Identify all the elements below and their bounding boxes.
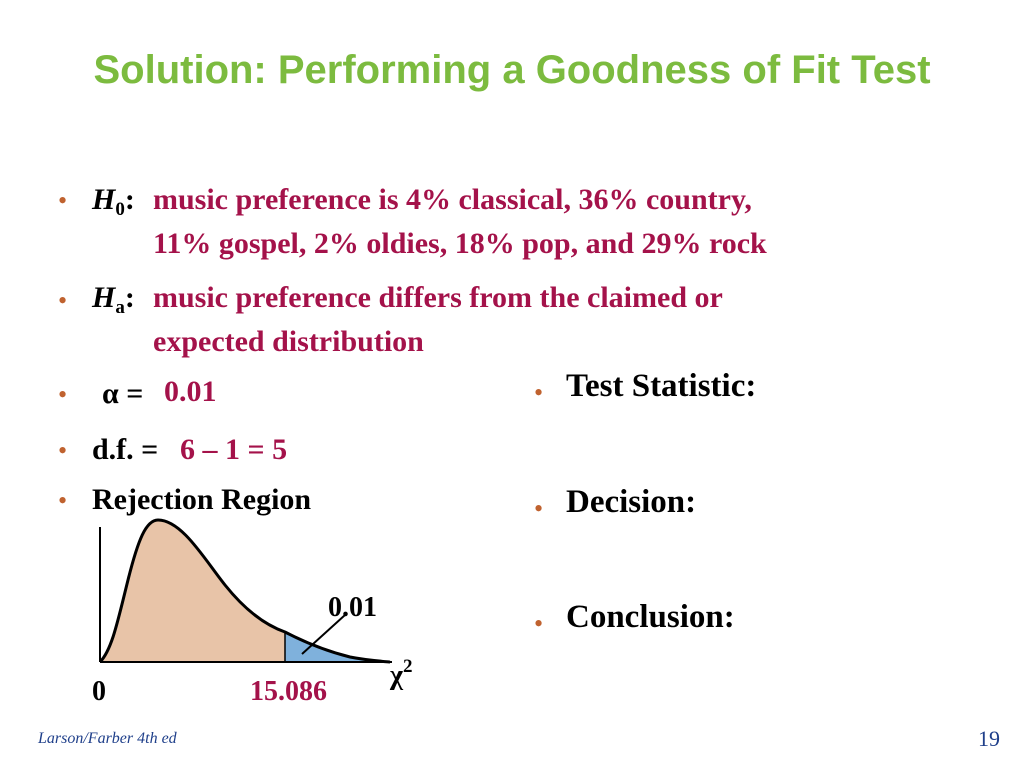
df-value: 6 – 1 = 5: [180, 433, 288, 466]
ha-text-line2: expected distribution: [153, 325, 424, 358]
acceptance-area: [100, 520, 285, 662]
bullet-decision: •: [534, 494, 544, 523]
ha-colon: :: [124, 281, 135, 314]
footer-source: Larson/Farber 4th ed: [38, 730, 177, 747]
alt-hypothesis: Ha:: [92, 276, 135, 320]
bullet-rejection: •: [58, 486, 68, 515]
tail-area-label: 0.01: [328, 592, 377, 623]
bullet-h0: •: [58, 186, 68, 215]
tail-pointer-line: [301, 614, 346, 655]
page-number: 19: [978, 726, 1000, 751]
rejection-region-label: Rejection Region: [92, 483, 312, 516]
ha-text-line1: music preference differs from the claime…: [153, 281, 723, 314]
df-label: d.f. =: [92, 433, 159, 466]
ha-subscript: a: [115, 297, 125, 318]
origin-label: 0: [92, 676, 106, 707]
alpha-value: 0.01: [164, 375, 217, 408]
alpha-label: α =: [102, 377, 144, 410]
rejection-area: [285, 632, 390, 662]
h0-text-line2: 11% gospel, 2% oldies, 18% pop, and 29% …: [153, 227, 767, 260]
distribution-curve: [98, 518, 391, 664]
decision-label: Decision:: [566, 484, 697, 520]
ha-symbol: H: [92, 281, 116, 314]
chi-square-axis-label: χ2: [390, 657, 412, 692]
critical-value-label: 15.086: [250, 676, 327, 707]
h0-text-line1: music preference is 4% classical, 36% co…: [153, 183, 752, 216]
null-hypothesis: H0:: [92, 178, 135, 222]
conclusion-label: Conclusion:: [566, 599, 735, 635]
bullet-conclusion: •: [534, 609, 544, 638]
test-statistic-label: Test Statistic:: [566, 368, 757, 404]
chi-superscript: 2: [402, 656, 413, 677]
h0-subscript: 0: [115, 199, 125, 220]
bullet-ha: •: [58, 286, 68, 315]
h0-symbol: H: [92, 183, 116, 216]
bullet-df: •: [58, 436, 68, 465]
h0-colon: :: [124, 183, 135, 216]
bullet-test-statistic: •: [534, 378, 544, 407]
chi-symbol: χ: [390, 660, 403, 691]
bullet-alpha: •: [58, 380, 68, 409]
slide-title: Solution: Performing a Goodness of Fit T…: [93, 48, 931, 92]
